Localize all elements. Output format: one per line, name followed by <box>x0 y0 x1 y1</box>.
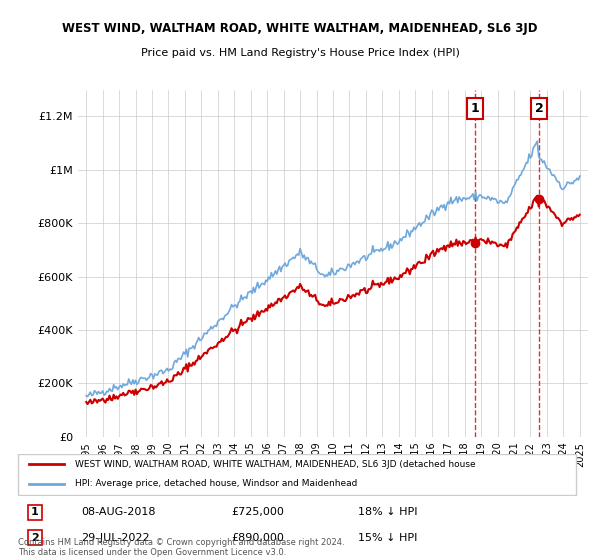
Text: 18% ↓ HPI: 18% ↓ HPI <box>358 507 417 517</box>
Text: WEST WIND, WALTHAM ROAD, WHITE WALTHAM, MAIDENHEAD, SL6 3JD: WEST WIND, WALTHAM ROAD, WHITE WALTHAM, … <box>62 22 538 35</box>
Text: 1: 1 <box>31 507 39 517</box>
Text: 15% ↓ HPI: 15% ↓ HPI <box>358 533 417 543</box>
Text: £725,000: £725,000 <box>231 507 284 517</box>
Text: 2: 2 <box>535 102 544 115</box>
Text: Price paid vs. HM Land Registry's House Price Index (HPI): Price paid vs. HM Land Registry's House … <box>140 48 460 58</box>
Text: WEST WIND, WALTHAM ROAD, WHITE WALTHAM, MAIDENHEAD, SL6 3JD (detached house: WEST WIND, WALTHAM ROAD, WHITE WALTHAM, … <box>76 460 476 469</box>
Text: HPI: Average price, detached house, Windsor and Maidenhead: HPI: Average price, detached house, Wind… <box>76 479 358 488</box>
Text: 2: 2 <box>31 533 39 543</box>
FancyBboxPatch shape <box>18 455 577 495</box>
Text: 1: 1 <box>470 102 479 115</box>
Text: 29-JUL-2022: 29-JUL-2022 <box>81 533 150 543</box>
Text: £890,000: £890,000 <box>231 533 284 543</box>
Text: Contains HM Land Registry data © Crown copyright and database right 2024.
This d: Contains HM Land Registry data © Crown c… <box>18 538 344 557</box>
Text: 08-AUG-2018: 08-AUG-2018 <box>81 507 155 517</box>
